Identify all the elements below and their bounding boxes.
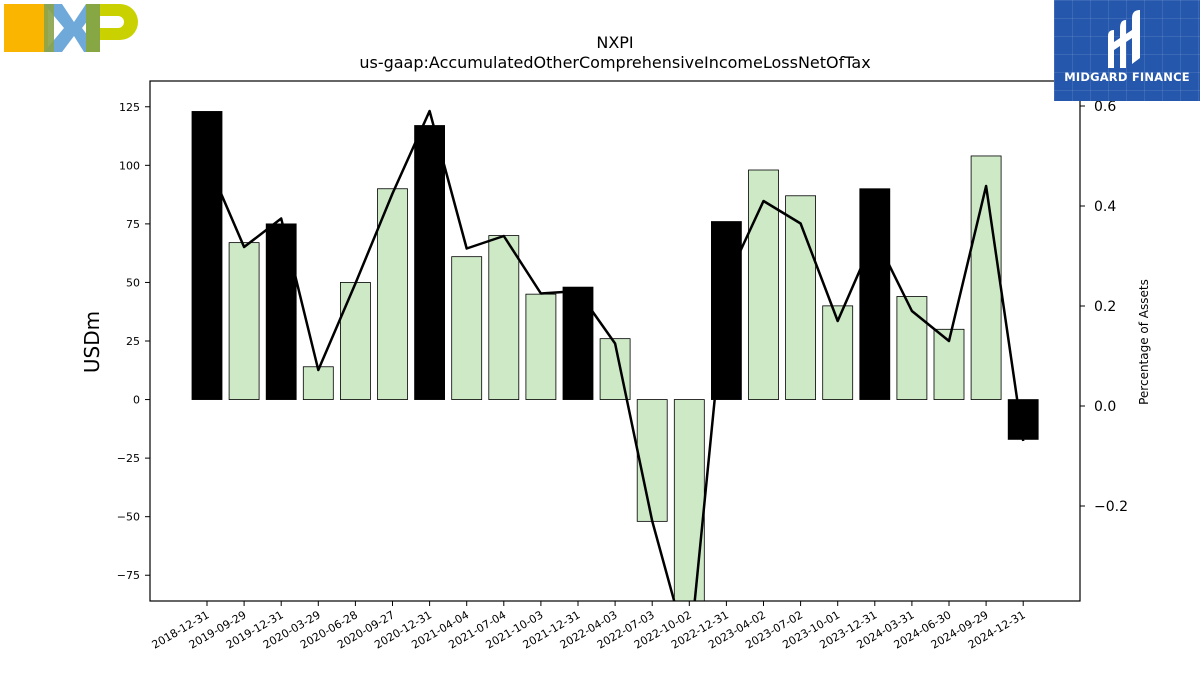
y2-tick-label-0.4: 0.4 xyxy=(1094,199,1116,215)
y2-tick-label-0.2: 0.2 xyxy=(1094,299,1116,315)
y-tick-label-0: 0 xyxy=(133,394,140,407)
bar-2021-04-04 xyxy=(451,256,483,400)
logo-grid-pattern xyxy=(1054,0,1200,101)
bar-2018-12-31 xyxy=(191,111,223,400)
y-tick-label-50: 50 xyxy=(126,276,140,289)
bar-2023-04-02 xyxy=(748,169,779,400)
y2-tick-label--0.2: −0.2 xyxy=(1094,499,1128,515)
y-tick-label-100: 100 xyxy=(119,159,140,172)
bar-2020-03-29 xyxy=(302,366,334,400)
bar-2021-10-03 xyxy=(525,293,557,400)
y2-axis-label: Percentage of Assets xyxy=(1137,279,1151,405)
chart-subtitle: us-gaap:AccumulatedOtherComprehensiveInc… xyxy=(359,53,870,72)
y-tick-label--25: −25 xyxy=(117,452,140,465)
bar-2023-07-02 xyxy=(785,195,816,400)
bar-2022-10-02 xyxy=(673,399,705,602)
nxp-logo xyxy=(4,4,140,58)
bar-2023-10-01 xyxy=(822,305,854,400)
y-axis-label: USDm xyxy=(80,311,104,373)
midgard-finance-logo: MIDGARD FINANCE xyxy=(1054,0,1200,101)
bar-2021-07-04 xyxy=(488,235,520,400)
bar-2019-12-31 xyxy=(265,223,297,400)
bar-2024-03-31 xyxy=(896,296,928,400)
bar-2022-12-31 xyxy=(711,221,742,400)
series-line-percentage-of-assets xyxy=(205,109,1025,601)
bar-2020-09-27 xyxy=(377,188,408,400)
y-tick-label--75: −75 xyxy=(117,569,140,582)
midgard-mark-icon xyxy=(1108,10,1140,68)
plot-area: −75−50−250255075100125−0.20.00.20.40.620… xyxy=(117,80,1128,652)
y-tick-label-75: 75 xyxy=(126,218,140,231)
bar-2020-12-31 xyxy=(414,125,446,400)
bar-2019-09-29 xyxy=(228,242,260,400)
bar-2024-09-29 xyxy=(970,155,1002,400)
midgard-finance-text: MIDGARD FINANCE xyxy=(1064,70,1190,84)
y-tick-label-25: 25 xyxy=(126,335,140,348)
y-tick-label--50: −50 xyxy=(117,511,140,524)
y2-tick-label-0.6: 0.6 xyxy=(1094,99,1116,115)
bar-2023-12-31 xyxy=(859,188,891,400)
chart-title: NXPI xyxy=(596,33,633,52)
bar-2020-06-28 xyxy=(339,282,371,400)
y-tick-label-125: 125 xyxy=(119,101,140,114)
bar-2022-07-03 xyxy=(636,399,668,522)
y2-tick-label-0: 0.0 xyxy=(1094,399,1116,415)
